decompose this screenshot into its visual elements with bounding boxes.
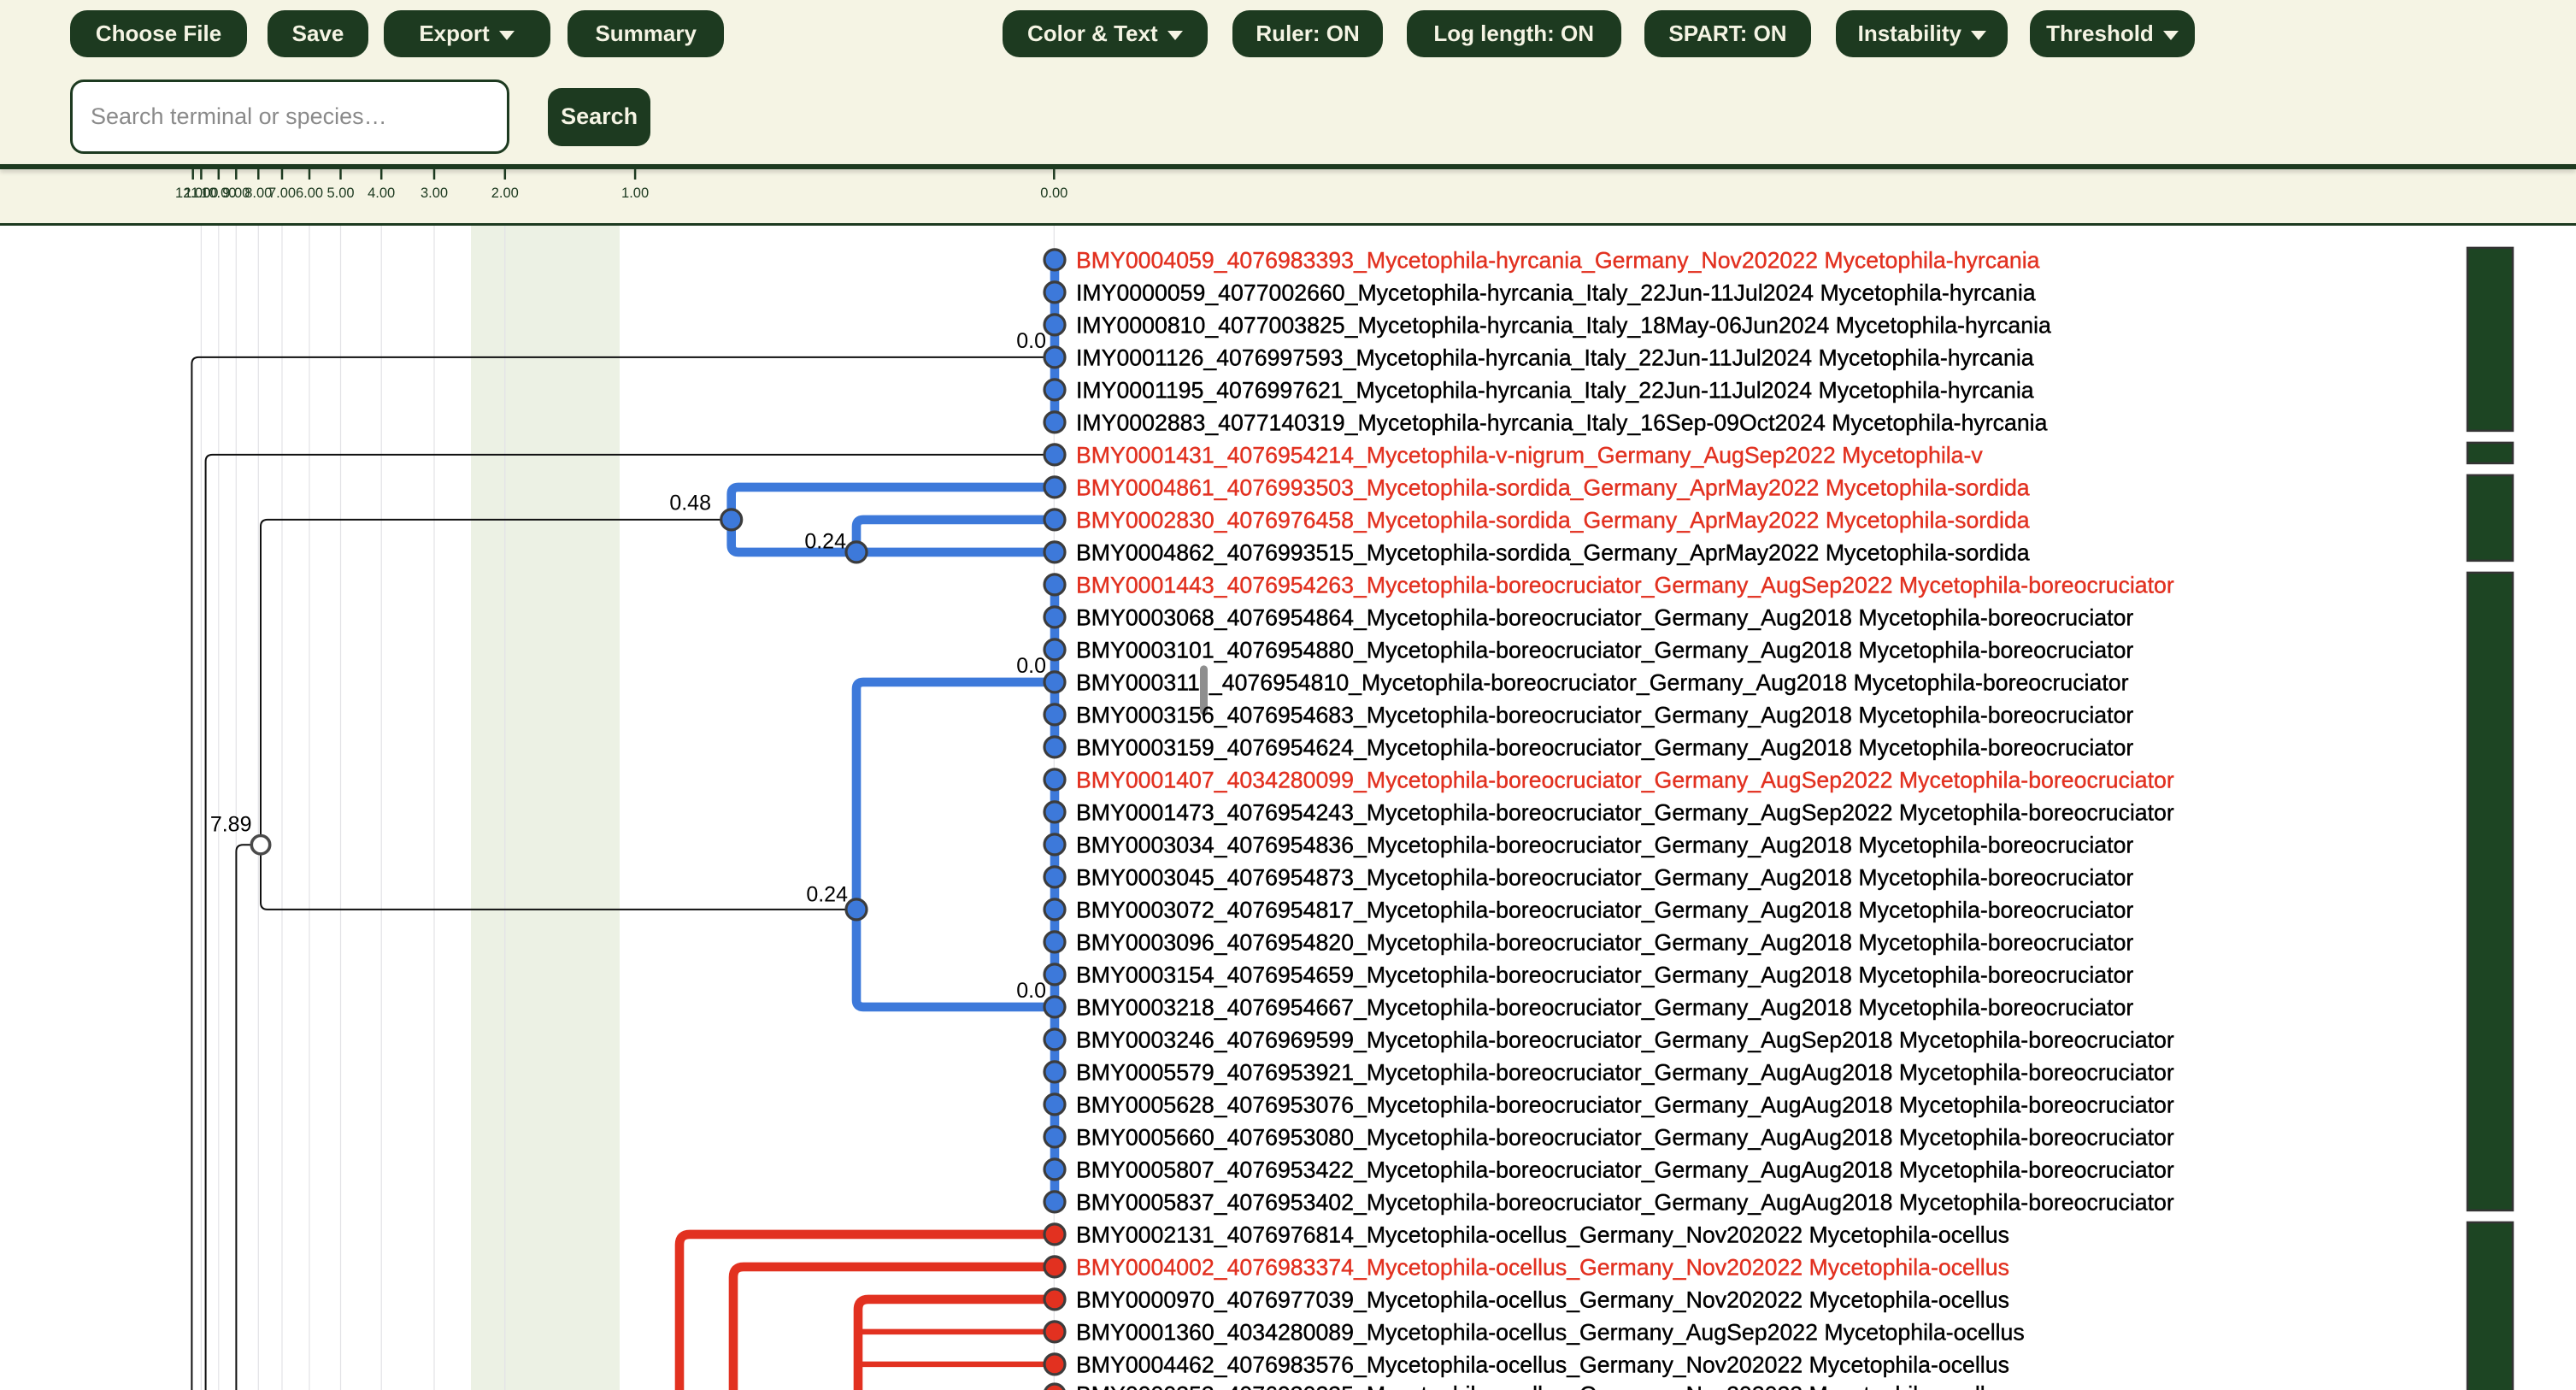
svg-text:0.24: 0.24 [804,529,846,553]
svg-text:BMY0004059_4076983393_Mycetoph: BMY0004059_4076983393_Mycetophila-hyrcan… [1076,247,2040,273]
svg-text:BMY0005837_4076953402_Mycetoph: BMY0005837_4076953402_Mycetophila-boreoc… [1076,1189,2174,1215]
svg-text:2.00: 2.00 [491,186,519,201]
svg-text:1.00: 1.00 [621,186,649,201]
svg-text:BMY0004002_4076983374_Mycetoph: BMY0004002_4076983374_Mycetophila-ocellu… [1076,1254,2009,1280]
svg-text:BMY0001407_4034280099_Mycetoph: BMY0001407_4034280099_Mycetophila-boreoc… [1076,767,2174,792]
svg-text:BMY0003218_4076954667_Mycetoph: BMY0003218_4076954667_Mycetophila-boreoc… [1076,994,2133,1020]
svg-text:BMY0001360_4034280089_Mycetoph: BMY0001360_4034280089_Mycetophila-ocellu… [1076,1319,2025,1345]
svg-text:0.0: 0.0 [1016,328,1046,352]
svg-text:BMY0003096_4076954820_Mycetoph: BMY0003096_4076954820_Mycetophila-boreoc… [1076,929,2133,955]
svg-text:BMY0003154_4076954659_Mycetoph: BMY0003154_4076954659_Mycetophila-boreoc… [1076,962,2133,987]
svg-text:BMY0003072_4076954817_Mycetoph: BMY0003072_4076954817_Mycetophila-boreoc… [1076,897,2133,922]
svg-text:IMY0000059_4077002660_Mycetoph: IMY0000059_4077002660_Mycetophila-hyrcan… [1076,280,2036,305]
svg-text:BMY0004862_4076993515_Mycetoph: BMY0004862_4076993515_Mycetophila-sordid… [1076,539,2030,565]
svg-text:BMY0004861_4076993503_Mycetoph: BMY0004861_4076993503_Mycetophila-sordid… [1076,474,2030,500]
svg-text:0.24: 0.24 [806,882,848,906]
svg-text:12.00: 12.00 [175,186,210,201]
svg-text:BMY0000353_4076930235_Mycetoph: BMY0000353_4076930235_Mycetophila-ocellu… [1076,1381,2009,1390]
svg-text:BMY0003068_4076954864_Mycetoph: BMY0003068_4076954864_Mycetophila-boreoc… [1076,604,2133,630]
svg-text:3.00: 3.00 [421,186,448,201]
svg-text:BMY0003045_4076954873_Mycetoph: BMY0003045_4076954873_Mycetophila-boreoc… [1076,864,2133,890]
svg-text:6.00: 6.00 [296,186,323,201]
svg-text:8.00: 8.00 [244,186,272,201]
svg-text:BMY0001431_4076954214_Mycetoph: BMY0001431_4076954214_Mycetophila-v-nigr… [1076,442,1983,468]
svg-text:0.00: 0.00 [1040,186,1067,201]
svg-text:BMY0002131_4076976814_Mycetoph: BMY0002131_4076976814_Mycetophila-ocellu… [1076,1222,2009,1247]
svg-text:IMY0002883_4077140319_Mycetoph: IMY0002883_4077140319_Mycetophila-hyrcan… [1076,409,2048,435]
svg-text:10.00: 10.00 [201,186,236,201]
svg-text:5.00: 5.00 [326,186,354,201]
svg-text:11.00: 11.00 [184,186,218,201]
svg-text:IMY0001126_4076997593_Mycetoph: IMY0001126_4076997593_Mycetophila-hyrcan… [1076,345,2034,370]
svg-text:BMY0005579_4076953921_Mycetoph: BMY0005579_4076953921_Mycetophila-boreoc… [1076,1059,2174,1085]
svg-text:BMY000311_4076954810_Mycetophi: BMY000311 _4076954810_Mycetophila-boreocr… [1076,669,2129,695]
svg-text:IMY0000810_4077003825_Mycetoph: IMY0000810_4077003825_Mycetophila-hyrcan… [1076,312,2051,338]
svg-text:BMY0001473_4076954243_Mycetoph: BMY0001473_4076954243_Mycetophila-boreoc… [1076,799,2174,825]
svg-text:BMY0003101_4076954880_Mycetoph: BMY0003101_4076954880_Mycetophila-boreoc… [1076,637,2133,663]
svg-text:BMY0003159_4076954624_Mycetoph: BMY0003159_4076954624_Mycetophila-boreoc… [1076,734,2133,760]
svg-text:BMY0003034_4076954836_Mycetoph: BMY0003034_4076954836_Mycetophila-boreoc… [1076,832,2133,857]
svg-text:IMY0001195_4076997621_Mycetoph: IMY0001195_4076997621_Mycetophila-hyrcan… [1076,377,2034,403]
svg-text:0.48: 0.48 [669,491,711,515]
svg-text:BMY0003156_4076954683_Mycetoph: BMY0003156_4076954683_Mycetophila-boreoc… [1076,702,2133,727]
svg-text:7.89: 7.89 [210,812,252,836]
svg-text:BMY0005660_4076953080_Mycetoph: BMY0005660_4076953080_Mycetophila-boreoc… [1076,1124,2174,1150]
svg-text:0.0: 0.0 [1016,978,1046,1002]
svg-text:BMY0002830_4076976458_Mycetoph: BMY0002830_4076976458_Mycetophila-sordid… [1076,507,2030,533]
svg-text:9.00: 9.00 [222,186,250,201]
svg-text:BMY0003246_4076969599_Mycetoph: BMY0003246_4076969599_Mycetophila-boreoc… [1076,1027,2174,1052]
svg-text:7.00: 7.00 [268,186,296,201]
svg-text:BMY0005628_4076953076_Mycetoph: BMY0005628_4076953076_Mycetophila-boreoc… [1076,1092,2174,1117]
svg-text:BMY0001443_4076954263_Mycetoph: BMY0001443_4076954263_Mycetophila-boreoc… [1076,572,2174,598]
svg-text:0.0: 0.0 [1016,653,1046,677]
svg-text:BMY0004462_4076983576_Mycetoph: BMY0004462_4076983576_Mycetophila-ocellu… [1076,1352,2009,1377]
svg-text:BMY0005807_4076953422_Mycetoph: BMY0005807_4076953422_Mycetophila-boreoc… [1076,1157,2174,1182]
svg-text:BMY0000970_4076977039_Mycetoph: BMY0000970_4076977039_Mycetophila-ocellu… [1076,1287,2009,1312]
svg-text:4.00: 4.00 [368,186,395,201]
